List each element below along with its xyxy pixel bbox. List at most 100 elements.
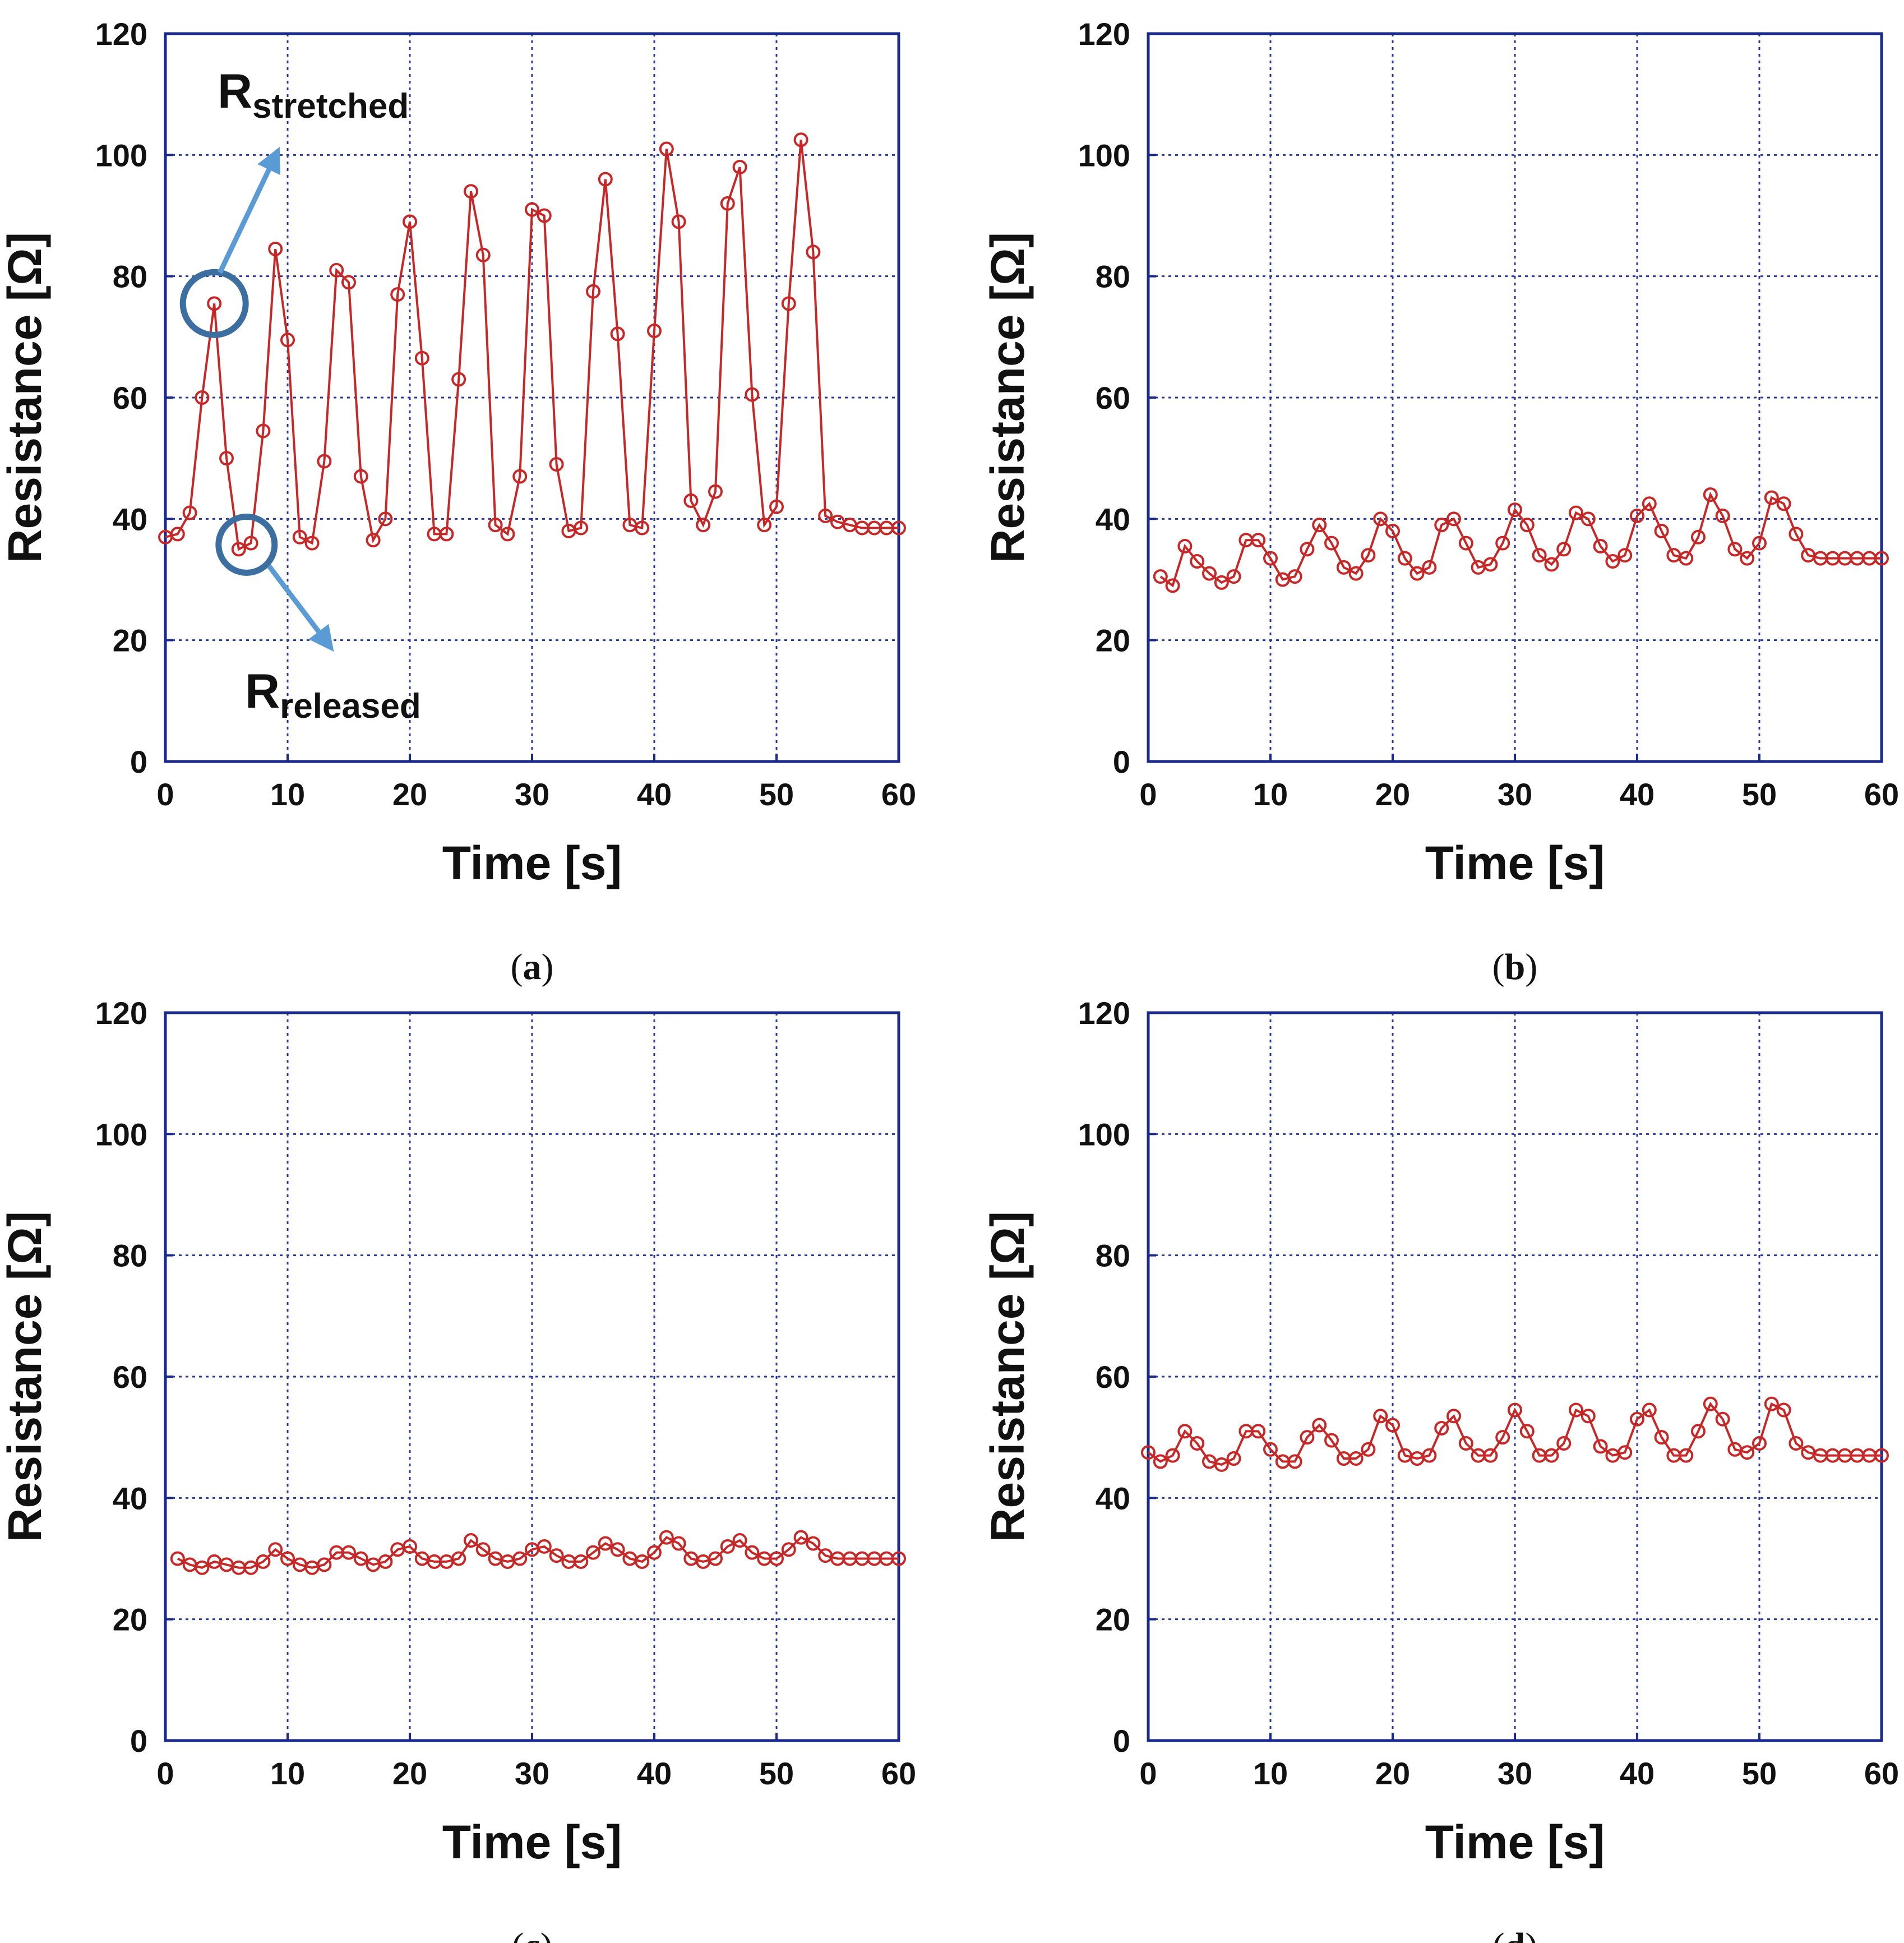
grid [164, 32, 900, 763]
y-tick-label: 80 [113, 1238, 147, 1273]
y-tick-label: 20 [113, 623, 147, 658]
data-point [1373, 511, 1388, 527]
data-point [1519, 518, 1535, 533]
data-point [818, 508, 833, 523]
panel-b: 0 10 20 30 40 50 60 0 20 40 60 80 100 120 Time [s] Re… [981, 16, 1899, 987]
data-point [635, 1554, 650, 1569]
x-tick-label: 40 [1620, 777, 1655, 812]
x-tick-label: 20 [392, 1756, 427, 1791]
data-point [598, 172, 613, 187]
data-point [1580, 1409, 1596, 1424]
data-point [1177, 1424, 1193, 1439]
y-axis-label: Resistance [Ω] [0, 1211, 51, 1542]
data-point [891, 1551, 906, 1566]
x-axis-label: Time [s] [1425, 1816, 1605, 1868]
annotation-circle-released [215, 513, 278, 576]
data-point [1605, 554, 1620, 569]
data-point [219, 451, 234, 466]
data-point [549, 1548, 564, 1563]
x-axis-label: Time [s] [442, 1816, 622, 1868]
data-point [1874, 1448, 1889, 1463]
data-point [231, 542, 246, 557]
y-tick-label: 120 [1078, 16, 1130, 52]
data-point [1703, 487, 1718, 502]
y-tick-label: 60 [1096, 380, 1130, 416]
data-point [1483, 1448, 1498, 1463]
data-point [1630, 1411, 1644, 1427]
x-tick-label: 0 [156, 777, 174, 812]
data-point [635, 520, 650, 536]
data-point [1642, 496, 1657, 511]
data-point [671, 1536, 686, 1551]
x-tick-label: 10 [1253, 777, 1288, 812]
annotation-subscript: stretched [252, 87, 409, 126]
data-point [1642, 1402, 1657, 1418]
x-tick-label: 30 [1498, 777, 1532, 812]
y-tick-label: 40 [1096, 501, 1130, 537]
x-tick-label: 0 [1139, 1756, 1157, 1791]
data-point [1153, 1454, 1168, 1469]
data-point [341, 1545, 356, 1560]
data-point [341, 275, 356, 290]
x-tick-label: 40 [1620, 1756, 1655, 1791]
y-tick-label: 120 [95, 16, 147, 52]
data-point [769, 1551, 784, 1566]
data-point [1727, 542, 1743, 557]
data-point [1703, 1396, 1718, 1411]
data-point [1715, 1411, 1730, 1427]
data-point [182, 505, 197, 520]
data-point [304, 536, 320, 551]
annotation-subscript: released [280, 687, 421, 726]
data-point [1312, 518, 1327, 533]
data-point [1165, 578, 1180, 593]
annotation-base: R [218, 64, 252, 118]
data-point [1153, 569, 1168, 584]
data-point [610, 326, 625, 341]
data-point [512, 469, 528, 484]
data-point [1618, 1445, 1633, 1460]
panel-caption: (a) [511, 947, 554, 987]
panel-caption: (d) [1492, 1926, 1538, 1943]
data-point [317, 454, 332, 469]
data-point [537, 208, 552, 223]
data-point [475, 1542, 491, 1557]
data-point [512, 1551, 528, 1566]
x-tick-label: 40 [637, 1756, 672, 1791]
data-point [1177, 539, 1193, 554]
y-tick-label: 40 [113, 1480, 147, 1516]
y-axis-label: Resistance [Ω] [0, 232, 51, 563]
data-point [1495, 536, 1510, 551]
data-point [708, 1551, 723, 1566]
series-resistance [158, 132, 906, 557]
y-tick-label: 100 [1078, 1116, 1130, 1152]
data-point [1495, 1430, 1510, 1445]
data-point [1679, 551, 1694, 566]
data-point [671, 214, 686, 229]
y-tick-label: 80 [113, 259, 147, 294]
data-point [1263, 1442, 1278, 1457]
x-tick-label: 50 [759, 777, 794, 812]
x-tick-label: 30 [515, 1756, 549, 1791]
tick-labels: 0 10 20 30 40 50 60 0 20 40 60 80 100 120 [1078, 16, 1900, 812]
y-tick-label: 20 [113, 1602, 147, 1637]
data-point [1740, 551, 1755, 566]
y-tick-label: 80 [1096, 259, 1130, 294]
data-point [195, 1560, 210, 1575]
data-point [1458, 536, 1473, 551]
y-tick-label: 60 [113, 380, 147, 416]
tick-labels: 0 10 20 30 40 50 60 0 20 40 60 80 100 120 [95, 16, 917, 812]
x-tick-label: 60 [881, 1756, 916, 1791]
data-point [574, 520, 589, 536]
x-tick-label: 20 [392, 777, 427, 812]
data-point [598, 1536, 613, 1551]
y-axis-label: Resistance [Ω] [981, 232, 1034, 563]
data-point [1740, 1445, 1755, 1460]
data-point [439, 527, 454, 542]
panel-caption-letter: c [524, 1926, 540, 1943]
x-tick-label: 50 [1742, 1756, 1777, 1791]
data-point [793, 1530, 808, 1545]
data-point [1336, 560, 1351, 575]
data-point [1715, 508, 1730, 523]
data-point [720, 1539, 735, 1554]
y-tick-label: 0 [130, 744, 147, 779]
